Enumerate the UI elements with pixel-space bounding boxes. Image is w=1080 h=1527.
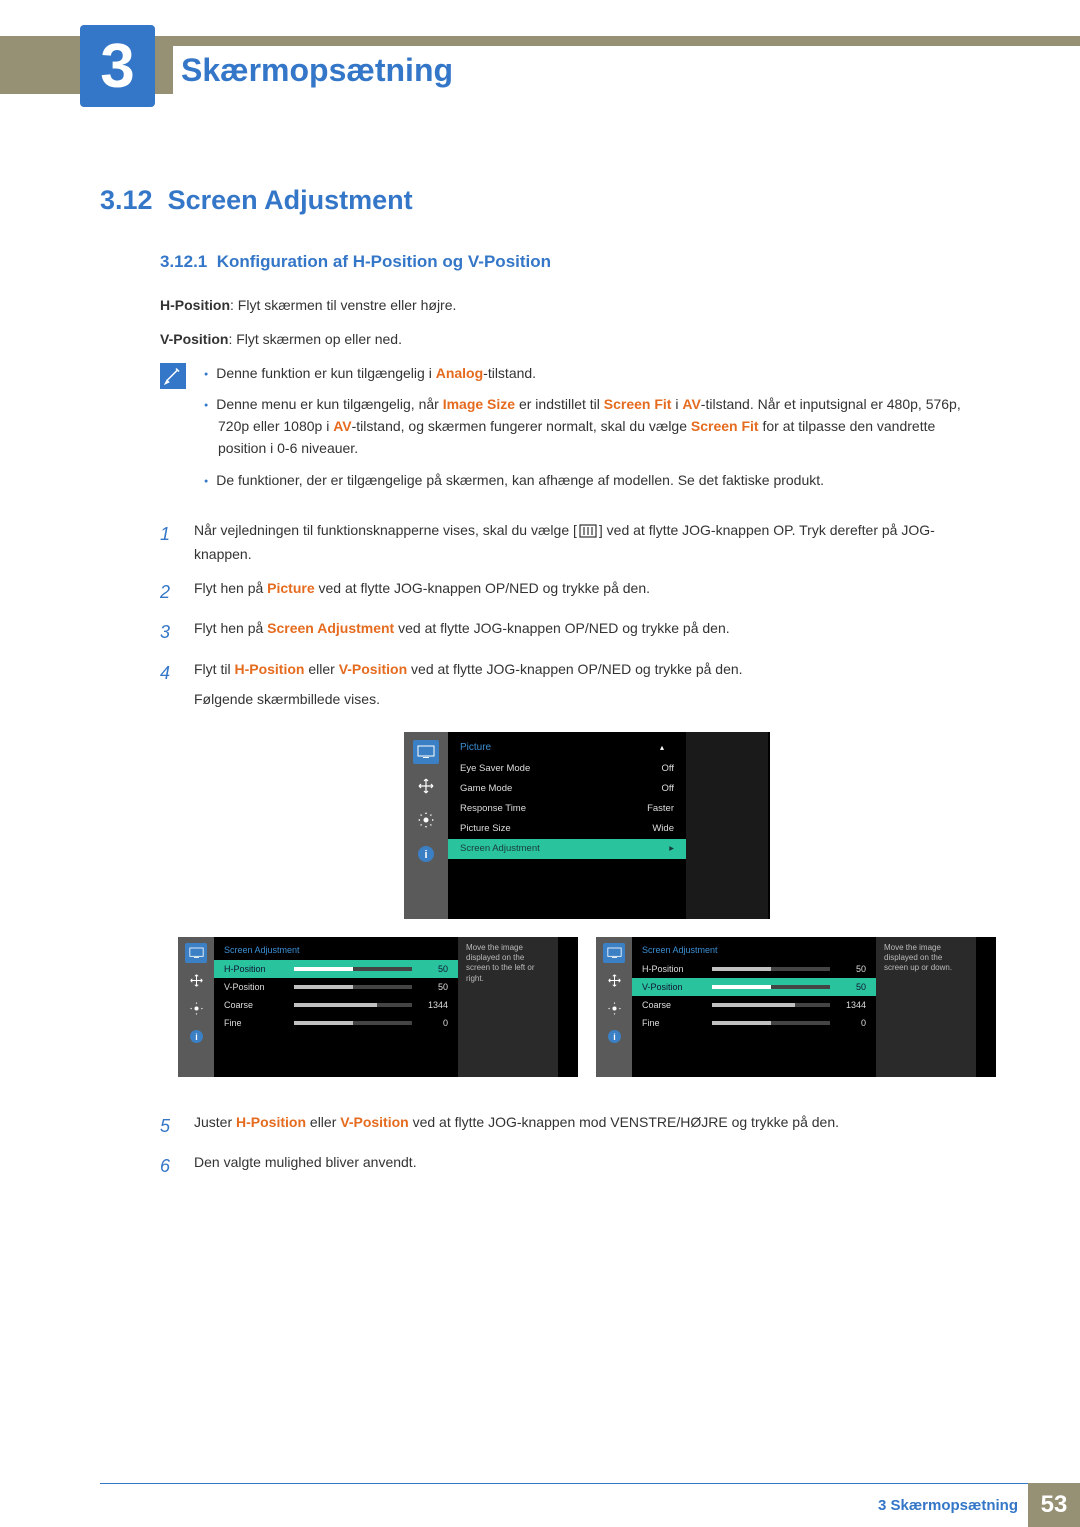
osd-row: Screen Adjustment▸ — [448, 839, 686, 859]
picture-icon — [413, 740, 439, 764]
osd-small-panels: i Screen Adjustment H-Position50V-Positi… — [154, 937, 1020, 1077]
step-body: Flyt hen på Picture ved at flytte JOG-kn… — [194, 577, 980, 608]
step-number: 1 — [160, 519, 174, 567]
step-3: 3 Flyt hen på Screen Adjustment ved at f… — [160, 617, 980, 648]
info-icon: i — [603, 1027, 625, 1047]
osd-small-row: Coarse1344 — [632, 996, 876, 1014]
note-icon — [160, 363, 186, 389]
step-body: Når vejledningen til funktionsknapperne … — [194, 519, 980, 567]
v-position-desc: : Flyt skærmen op eller ned. — [228, 331, 402, 347]
step-number: 5 — [160, 1111, 174, 1142]
v-position-label: V-Position — [160, 331, 228, 347]
osd-small-row: V-Position50 — [214, 978, 458, 996]
osd-small-row: Coarse1344 — [214, 996, 458, 1014]
footer-rule — [100, 1483, 1028, 1484]
info-icon: i — [185, 1027, 207, 1047]
osd-vposition-menu: i Screen Adjustment H-Position50V-Positi… — [596, 937, 996, 1077]
step-1: 1 Når vejledningen til funktionsknappern… — [160, 519, 980, 567]
osd-picture-menu: i Picture▴ Eye Saver ModeOffGame ModeOff… — [404, 732, 770, 919]
osd-preview-panel — [686, 732, 768, 919]
step-body: Den valgte mulighed bliver anvendt. — [194, 1151, 980, 1182]
svg-text:i: i — [613, 1032, 615, 1042]
step-number: 3 — [160, 617, 174, 648]
osd-row: Eye Saver ModeOff — [448, 759, 686, 779]
note-item: Denne menu er kun tilgængelig, når Image… — [204, 394, 980, 459]
step-5: 5 Juster H-Position eller V-Position ved… — [160, 1111, 980, 1142]
info-icon: i — [413, 842, 439, 866]
step-body: Flyt til H-Position eller V-Position ved… — [194, 658, 980, 1101]
osd-help-text: Move the image displayed on the screen t… — [458, 937, 558, 1077]
step-4: 4 Flyt til H-Position eller V-Position v… — [160, 658, 980, 1101]
osd-small-row: H-Position50 — [632, 960, 876, 978]
content-area: 3.12 Screen Adjustment 3.12.1 Konfigurat… — [100, 185, 980, 1192]
picture-icon — [185, 943, 207, 963]
move-icon — [603, 971, 625, 991]
settings-icon — [603, 999, 625, 1019]
svg-text:i: i — [195, 1032, 197, 1042]
osd-small-header: Screen Adjustment — [632, 941, 876, 960]
subsection-title: Konfiguration af H-Position og V-Positio… — [217, 252, 551, 271]
page-footer: 3 Skærmopsætning 53 — [0, 1483, 1080, 1527]
step-4-followup: Følgende skærmbillede vises. — [194, 688, 980, 712]
osd-help-text: Move the image displayed on the screen u… — [876, 937, 976, 1077]
settings-icon — [185, 999, 207, 1019]
chapter-number-badge: 3 — [80, 25, 155, 107]
osd-small-row: V-Position50 — [632, 978, 876, 996]
page-number: 53 — [1028, 1483, 1080, 1527]
step-number: 6 — [160, 1151, 174, 1182]
move-icon — [185, 971, 207, 991]
osd-small-header: Screen Adjustment — [214, 941, 458, 960]
step-6: 6 Den valgte mulighed bliver anvendt. — [160, 1151, 980, 1182]
step-number: 2 — [160, 577, 174, 608]
osd-list: Picture▴ Eye Saver ModeOffGame ModeOffRe… — [448, 732, 686, 919]
step-list: 1 Når vejledningen til funktionsknappern… — [160, 519, 980, 1182]
osd-small-row: Fine0 — [214, 1014, 458, 1032]
osd-row: Game ModeOff — [448, 779, 686, 799]
note-item: Denne funktion er kun tilgængelig i Anal… — [204, 363, 980, 385]
footer-chapter-ref: 3 Skærmopsætning — [878, 1497, 1018, 1514]
h-position-label: H-Position — [160, 297, 230, 313]
osd-row: Response TimeFaster — [448, 799, 686, 819]
osd-small-row: Fine0 — [632, 1014, 876, 1032]
chapter-title: Skærmopsætning — [173, 46, 1080, 94]
osd-hposition-menu: i Screen Adjustment H-Position50V-Positi… — [178, 937, 578, 1077]
picture-icon — [603, 943, 625, 963]
step-body: Juster H-Position eller V-Position ved a… — [194, 1111, 980, 1142]
svg-text:i: i — [424, 849, 427, 861]
note-list: Denne funktion er kun tilgængelig i Anal… — [204, 363, 980, 501]
menu-icon — [579, 524, 597, 538]
osd-row: Picture SizeWide — [448, 819, 686, 839]
osd-small-row: H-Position50 — [214, 960, 458, 978]
section-title: Screen Adjustment — [168, 185, 413, 215]
intro-text: H-Position: Flyt skærmen til venstre ell… — [160, 294, 980, 351]
section-number: 3.12 — [100, 185, 153, 215]
note-block: Denne funktion er kun tilgængelig i Anal… — [160, 363, 980, 501]
section-heading: 3.12 Screen Adjustment — [100, 185, 980, 216]
osd-sidebar: i — [404, 732, 448, 919]
osd-header: Picture▴ — [448, 736, 686, 759]
subsection-number: 3.12.1 — [160, 252, 207, 271]
subsection-heading: 3.12.1 Konfiguration af H-Position og V-… — [160, 252, 980, 272]
move-icon — [413, 774, 439, 798]
h-position-desc: : Flyt skærmen til venstre eller højre. — [230, 297, 456, 313]
note-item: De funktioner, der er tilgængelige på sk… — [204, 470, 980, 492]
settings-icon — [413, 808, 439, 832]
step-body: Flyt hen på Screen Adjustment ved at fly… — [194, 617, 980, 648]
step-2: 2 Flyt hen på Picture ved at flytte JOG-… — [160, 577, 980, 608]
